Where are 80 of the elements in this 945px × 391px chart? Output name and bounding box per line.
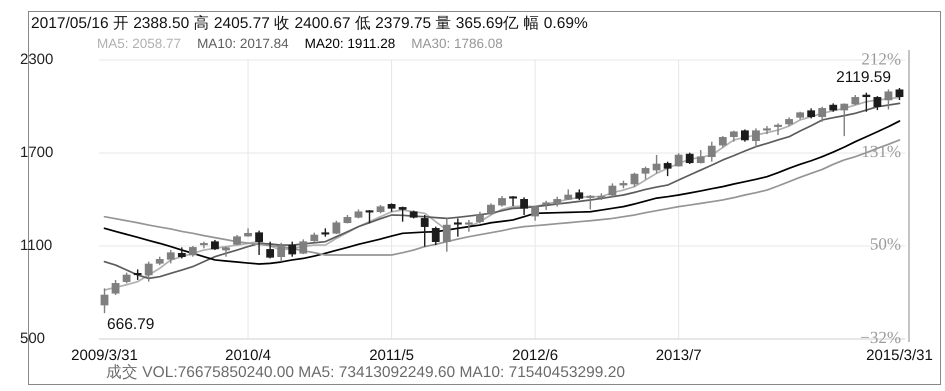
y-tick-label: 500 <box>20 330 46 347</box>
text: MA20: 1911.28 <box>304 36 396 51</box>
candlestick <box>509 195 517 207</box>
candlestick <box>730 130 738 142</box>
candlestick <box>664 160 672 177</box>
candlestick <box>442 218 451 252</box>
candlestick <box>652 154 660 174</box>
candlestick <box>398 206 407 222</box>
candlestick <box>233 234 241 246</box>
candlestick <box>531 205 540 222</box>
candlestick <box>487 202 495 216</box>
annotation: 666.79 <box>107 316 154 333</box>
candlestick <box>366 209 374 224</box>
text: 成交 VOL:76675850240.00 MA5: 73413092249.60 MA10: 71540453299.20 <box>106 363 626 381</box>
chart-title: 2017/05/16 开 2388.50 高 2405.77 收 2400.67 低 2379.75 量 365.69亿 幅 0.69% <box>31 14 588 32</box>
y-tick-label: 1100 <box>20 236 52 254</box>
x-tick-label: 2010/4 <box>225 346 271 364</box>
candlestick <box>586 194 594 210</box>
x-tick-label: 2009/3/31 <box>71 346 138 364</box>
candlestick <box>211 239 219 251</box>
candlestick <box>266 240 274 260</box>
candlestick <box>420 214 429 248</box>
candlestick <box>166 249 175 264</box>
y-tick-label: 1700 <box>20 144 54 161</box>
text: MA5: 2058.77 <box>97 36 182 51</box>
candlestick <box>752 128 760 148</box>
candlestick <box>542 200 550 211</box>
candlestick <box>100 288 108 314</box>
candlestick <box>873 95 882 111</box>
candlestick <box>498 195 506 208</box>
candlestick <box>299 238 308 255</box>
candlestick <box>288 240 296 258</box>
candlestick <box>608 182 616 198</box>
candlestick <box>520 196 528 216</box>
candlestick <box>840 102 848 137</box>
annotation: 2119.59 <box>836 69 891 86</box>
candlestick <box>718 135 727 148</box>
candlestick <box>741 128 749 142</box>
candlestick <box>112 279 120 296</box>
candlestick <box>884 88 892 110</box>
candlestick <box>178 246 186 260</box>
candlestick <box>454 218 462 238</box>
candlestick <box>630 172 638 188</box>
candlestick <box>134 268 142 281</box>
candlestick <box>686 152 694 165</box>
candlestick <box>464 219 473 232</box>
y2-tick-label: −32% <box>860 328 901 347</box>
candlestick <box>642 166 650 180</box>
candlestick <box>553 196 562 208</box>
x-tick-label: 2012/6 <box>512 346 558 364</box>
text: MA30: 1786.08 <box>411 36 503 51</box>
candlestick <box>696 149 705 164</box>
candlestick <box>674 152 683 168</box>
candlestick <box>862 92 870 112</box>
candlestick <box>575 188 584 201</box>
x-tick-label: 2013/7 <box>656 346 702 364</box>
candlestick <box>896 87 904 101</box>
y2-tick-label: 50% <box>870 234 901 254</box>
candlestick <box>255 230 263 256</box>
line-series <box>104 139 900 256</box>
candlestick <box>564 188 572 201</box>
candlestick <box>476 211 484 224</box>
candlestick <box>222 246 230 258</box>
candlestick <box>818 106 826 122</box>
candlestick <box>807 108 816 120</box>
candlestick <box>708 140 716 162</box>
x-tick-label: 2015/3/31 <box>866 346 933 364</box>
line-series <box>104 120 900 265</box>
y2-tick-label: 212% <box>861 49 901 68</box>
candlestick <box>188 245 197 258</box>
x-tick-label: 2011/5 <box>369 346 414 364</box>
text: MA10: 2017.84 <box>197 36 290 51</box>
candlestick <box>774 122 782 136</box>
candlestick <box>851 94 860 106</box>
candlestick <box>432 226 440 246</box>
candlestick <box>277 242 286 262</box>
candlestick <box>332 220 340 235</box>
candlestick <box>122 272 131 284</box>
candlestick <box>144 260 153 282</box>
y-tick-label: 2300 <box>20 50 54 68</box>
